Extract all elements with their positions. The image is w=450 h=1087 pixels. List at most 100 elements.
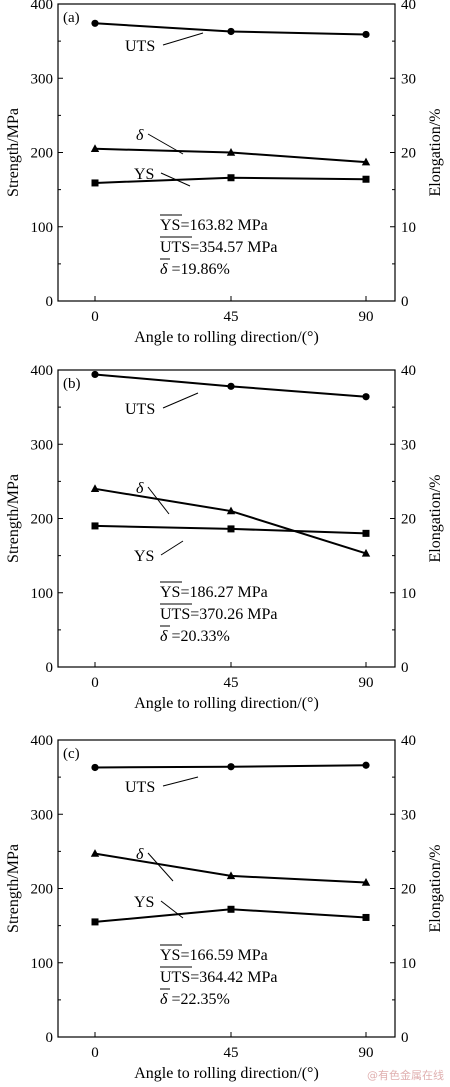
series-label-ys: YS [134,166,154,183]
y-axis-label: Strength/MPa [5,844,22,933]
stat-line: UTS=364.42 MPa [160,969,277,986]
y-tick-label: 400 [31,0,54,13]
x-tick-label: 90 [359,1045,374,1061]
watermark: @有色金属在线 [367,1069,444,1082]
series-label-delta: δ [136,480,144,497]
data-point [91,918,99,926]
x-tick-label: 0 [91,675,99,691]
y-tick-label: 100 [31,220,54,236]
leader-line [147,852,174,882]
data-point [90,484,100,492]
data-point [227,905,235,913]
data-point [362,175,370,183]
stat-value: =186.27 MPa [180,584,267,601]
y-tick-label: 0 [46,660,54,676]
stat-line: δ =22.35% [160,991,230,1008]
x-tick-label: 90 [359,675,374,691]
leader-line [160,900,184,919]
data-point [227,174,235,182]
y-tick-label: 200 [31,882,54,898]
y2-tick-label: 30 [401,437,416,453]
series-label-ys: YS [134,548,154,565]
y2-axis-label: Elongation/% [427,475,444,563]
y2-tick-label: 20 [401,882,416,898]
y2-tick-label: 40 [401,733,416,749]
series-label-delta: δ [136,846,144,863]
stat-symbol: UTS [160,969,190,986]
y-axis-label: Strength/MPa [5,474,22,563]
y-tick-label: 400 [31,363,54,379]
leader-line [162,776,199,787]
stat-symbol: δ [160,628,168,645]
leader-line [162,392,199,409]
x-tick-label: 90 [359,309,374,325]
x-tick-label: 0 [91,309,99,325]
stat-value: =20.33% [167,628,229,645]
data-point [227,27,235,36]
stat-line: UTS=354.57 MPa [160,239,277,256]
y2-tick-label: 0 [401,294,409,310]
stat-value: =19.86% [167,261,229,278]
y2-tick-label: 10 [401,956,416,972]
stat-symbol: δ [160,991,168,1008]
x-tick-label: 45 [224,675,239,691]
series-label-uts: UTS [125,38,155,55]
leader-line [160,172,191,187]
x-tick-label: 0 [91,1045,99,1061]
y2-axis-label: Elongation/% [427,845,444,933]
data-point [362,30,370,39]
stat-value: =354.57 MPa [190,239,277,256]
x-tick-label: 45 [224,1045,239,1061]
y2-tick-label: 20 [401,512,416,528]
data-point [91,763,99,772]
y2-tick-label: 40 [401,0,416,13]
x-axis-label: Angle to rolling direction/(°) [134,695,319,712]
series-line-delta [94,487,367,555]
data-point [91,179,99,187]
data-point [91,19,99,27]
stat-line: YS=163.82 MPa [160,217,268,234]
data-point [362,761,370,769]
stat-symbol: UTS [160,239,190,256]
y2-tick-label: 30 [401,71,416,87]
y-tick-label: 300 [31,71,54,87]
stat-line: YS=166.59 MPa [160,947,268,964]
stat-value: =163.82 MPa [180,217,267,234]
stat-value: =364.42 MPa [190,969,277,986]
y-tick-label: 200 [31,512,54,528]
y2-tick-label: 10 [401,586,416,602]
data-point [90,144,100,152]
y2-tick-label: 30 [401,807,416,823]
stat-symbol: YS [160,217,180,234]
stat-line: YS=186.27 MPa [160,584,268,601]
data-point [91,522,99,530]
data-point [361,548,371,557]
data-point [362,393,370,401]
y2-axis-label: Elongation/% [427,109,444,197]
data-point [90,849,100,857]
leader-line [147,486,170,515]
y2-tick-label: 0 [401,1030,409,1046]
data-point [226,871,236,880]
y2-tick-label: 20 [401,146,416,162]
data-point [227,763,235,771]
y-tick-label: 300 [31,437,54,453]
data-point [226,506,236,515]
y-tick-label: 0 [46,1030,54,1046]
x-axis-label: Angle to rolling direction/(°) [134,1065,319,1082]
data-point [362,529,370,537]
x-tick-label: 45 [224,309,239,325]
leader-line [162,32,204,46]
y2-tick-label: 40 [401,363,416,379]
data-point [361,157,371,166]
panel-tag: (c) [63,746,80,762]
stat-symbol: UTS [160,606,190,623]
stat-line: UTS=370.26 MPa [160,606,277,623]
y-tick-label: 300 [31,807,54,823]
series-label-uts: UTS [125,779,155,796]
panel-tag: (a) [63,10,80,26]
y-tick-label: 0 [46,294,54,310]
